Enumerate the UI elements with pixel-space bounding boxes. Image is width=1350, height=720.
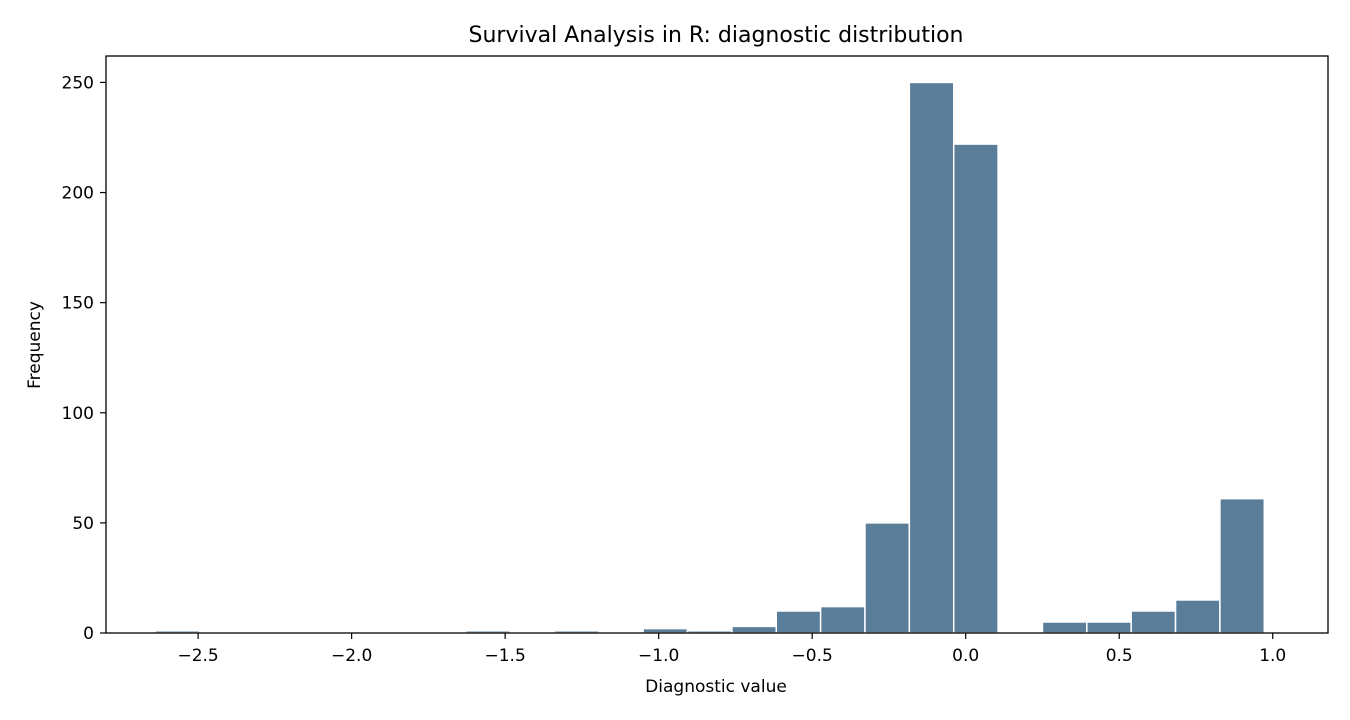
chart-title: Survival Analysis in R: diagnostic distr… [469, 23, 964, 48]
histogram-bar [952, 143, 999, 634]
histogram-bar [642, 627, 689, 634]
x-tick-label: −1.5 [485, 646, 526, 666]
histogram-bar [1174, 599, 1221, 634]
y-tick-label: 50 [72, 514, 94, 534]
x-tick-label: −1.0 [638, 646, 679, 666]
histogram-bar [1086, 621, 1132, 634]
histogram-bar [1041, 621, 1088, 634]
histogram-bar [864, 522, 911, 634]
histogram-bar [731, 625, 778, 634]
y-tick-label: 200 [62, 184, 94, 204]
x-tick-label: −2.0 [331, 646, 372, 666]
x-tick-label: −2.5 [177, 646, 218, 666]
y-tick-label: 250 [62, 73, 94, 93]
histogram-bar [1219, 497, 1266, 634]
y-axis-label: Frequency [25, 301, 45, 389]
histogram-bar [819, 605, 866, 634]
histogram-bar [775, 610, 822, 634]
x-axis-label: Diagnostic value [645, 677, 787, 697]
x-tick-label: 0.5 [1106, 646, 1133, 666]
histogram-bar [1130, 610, 1177, 634]
x-tick-label: 0.0 [952, 646, 979, 666]
y-tick-label: 0 [83, 624, 94, 644]
y-axis-ticks: 0 50 100 150 200 250 [62, 73, 106, 644]
histogram-bar [908, 81, 955, 634]
x-axis-ticks: −2.5 −2.0 −1.5 −1.0 −0.5 0.0 0.5 1.0 [177, 633, 1286, 666]
y-tick-label: 150 [62, 294, 94, 314]
x-tick-label: −0.5 [792, 646, 833, 666]
bars-group [154, 81, 1266, 634]
x-tick-label: 1.0 [1259, 646, 1286, 666]
y-tick-label: 100 [62, 404, 94, 424]
plot-frame [105, 55, 1329, 634]
